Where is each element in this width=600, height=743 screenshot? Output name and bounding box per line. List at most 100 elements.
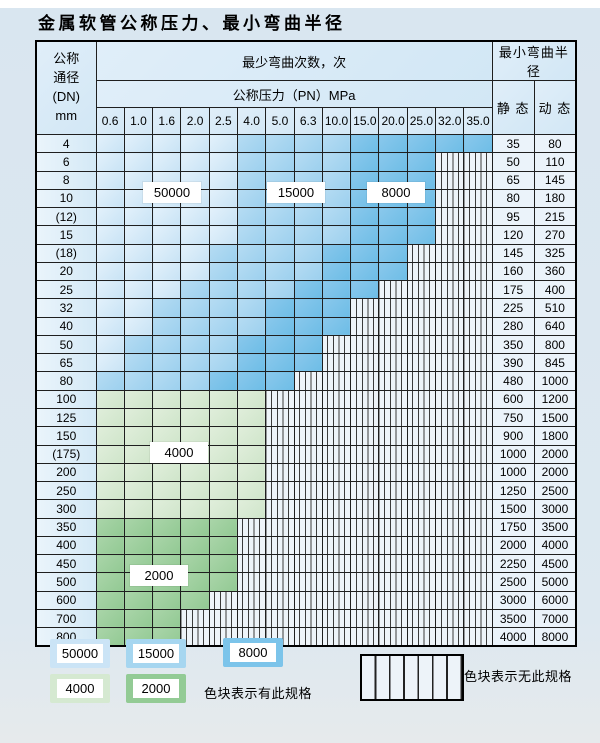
cell-no-spec [321, 572, 352, 592]
dynamic-radius-cell: 110 [533, 152, 577, 172]
cell-spec-available [293, 243, 323, 263]
cell-spec-available [95, 462, 125, 483]
cell-spec-available [321, 170, 352, 190]
pressure-tick: 25.0 [406, 107, 437, 135]
static-radius-cell: 2000 [491, 535, 535, 556]
static-radius-cell: 350 [491, 334, 535, 355]
cell-spec-available [208, 334, 238, 355]
cell-no-spec [406, 590, 437, 610]
cell-no-spec [463, 371, 493, 391]
dn-header-line: (DN) [52, 89, 80, 104]
dn-cell: 65 [35, 353, 97, 373]
cell-spec-available [350, 152, 380, 172]
legend-swatch-15000: 15000 [126, 639, 186, 668]
cell-no-spec [463, 608, 493, 629]
dn-cell: 32 [35, 298, 97, 318]
cell-no-spec [265, 389, 295, 409]
cell-spec-available [208, 243, 238, 263]
cell-no-spec [265, 499, 295, 519]
table-row: 600 3000 6000 [35, 590, 577, 610]
static-radius-cell: 2500 [491, 572, 535, 592]
top-white-strip [0, 0, 600, 8]
cell-spec-available [406, 152, 437, 172]
cell-spec-available [208, 207, 238, 227]
cell-spec-available [350, 261, 380, 282]
cell-spec-available [180, 316, 210, 336]
pressure-tick: 0.6 [95, 107, 125, 135]
cell-spec-available [265, 133, 295, 154]
dn-cell: 500 [35, 572, 97, 592]
cell-no-spec [321, 608, 352, 629]
static-radius-cell: 145 [491, 243, 535, 263]
dynamic-radius-cell: 3500 [533, 517, 577, 537]
cell-no-spec [265, 444, 295, 464]
table-row: 800 4000 8000 [35, 627, 577, 647]
cell-no-spec [293, 627, 323, 647]
cell-spec-available [321, 225, 352, 245]
cell-no-spec [435, 207, 465, 227]
cell-spec-available [152, 334, 182, 355]
cell-spec-available [208, 353, 238, 373]
cell-no-spec [265, 554, 295, 574]
cell-no-spec [406, 334, 437, 355]
cell-no-spec [321, 554, 352, 574]
table-row: (12) 95 215 [35, 207, 577, 227]
cell-spec-available [152, 280, 182, 300]
dn-cell: 200 [35, 462, 97, 483]
cell-no-spec [265, 407, 295, 428]
cell-no-spec [378, 499, 408, 519]
cell-no-spec [378, 627, 408, 647]
cell-spec-available [265, 152, 295, 172]
cell-no-spec [406, 535, 437, 556]
cell-spec-available [95, 426, 125, 446]
cell-spec-available [180, 499, 210, 519]
cell-no-spec [265, 426, 295, 446]
cell-no-spec [321, 353, 352, 373]
cell-spec-available [293, 225, 323, 245]
cell-spec-available [123, 225, 154, 245]
cell-spec-available [208, 462, 238, 483]
cell-spec-available [350, 280, 380, 300]
cell-no-spec [406, 243, 437, 263]
cell-spec-available [378, 207, 408, 227]
cell-no-spec [463, 152, 493, 172]
cell-spec-available [95, 499, 125, 519]
cell-no-spec [406, 261, 437, 282]
cell-spec-available [265, 371, 295, 391]
legend-swatch-50000: 50000 [50, 639, 110, 668]
cell-spec-available [208, 517, 238, 537]
table-row: 50 350 800 [35, 334, 577, 355]
cell-no-spec [378, 608, 408, 629]
cell-no-spec [435, 280, 465, 300]
cell-no-spec [463, 261, 493, 282]
cell-spec-available [236, 389, 267, 409]
cell-spec-available [293, 298, 323, 318]
dn-cell: (175) [35, 444, 97, 464]
cell-spec-available [95, 133, 125, 154]
cell-no-spec [435, 481, 465, 501]
cell-spec-available [236, 353, 267, 373]
cell-spec-available [180, 243, 210, 263]
pressure-tick: 2.5 [208, 107, 238, 135]
cell-no-spec [321, 535, 352, 556]
cell-no-spec [435, 554, 465, 574]
cell-spec-available [123, 426, 154, 446]
cell-no-spec [321, 389, 352, 409]
cell-spec-available [236, 334, 267, 355]
cell-spec-available [95, 371, 125, 391]
cell-spec-available [378, 225, 408, 245]
cell-spec-available [406, 225, 437, 245]
cell-no-spec [463, 407, 493, 428]
cell-spec-available [152, 426, 182, 446]
cell-spec-available [123, 481, 154, 501]
dynamic-header: 动 态 [533, 80, 577, 135]
cell-no-spec [463, 188, 493, 209]
dn-cell: (12) [35, 207, 97, 227]
cell-spec-available [95, 444, 125, 464]
cell-spec-available [123, 280, 154, 300]
cell-no-spec [180, 608, 210, 629]
cell-spec-available [95, 261, 125, 282]
dynamic-radius-cell: 7000 [533, 608, 577, 629]
cell-no-spec [435, 590, 465, 610]
cell-spec-available [208, 407, 238, 428]
